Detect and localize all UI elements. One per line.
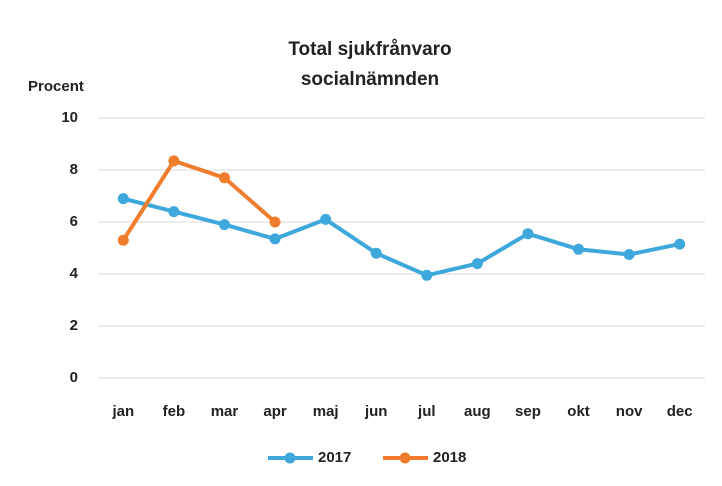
x-tick-label: aug: [464, 403, 491, 420]
x-tick-label: jul: [417, 403, 436, 420]
y-tick-label: 10: [61, 109, 78, 126]
series-line: [121, 158, 277, 242]
x-tick-label: jun: [364, 403, 388, 420]
legend-label: 2018: [433, 449, 466, 466]
legend-label: 2017: [318, 449, 351, 466]
data-point: [320, 213, 332, 225]
data-point: [623, 249, 635, 260]
data-point: [168, 155, 180, 167]
data-point: [218, 172, 230, 184]
data-point: [522, 228, 534, 240]
y-tick-label: 2: [70, 317, 78, 334]
y-axis-label: Procent: [28, 78, 84, 95]
data-point: [421, 269, 433, 281]
chart-title: Total sjukfrånvaro: [288, 39, 451, 60]
data-point: [117, 193, 129, 205]
data-point: [117, 234, 129, 246]
x-tick-label: maj: [313, 403, 339, 420]
data-point: [573, 243, 585, 255]
y-tick-label: 6: [70, 213, 78, 230]
series-line: [122, 196, 681, 278]
y-tick-label: 4: [70, 265, 79, 282]
legend-marker: [284, 452, 296, 464]
x-tick-label: sep: [515, 403, 541, 420]
legend-marker: [399, 452, 411, 464]
data-point: [471, 258, 483, 270]
y-tick-label: 0: [70, 369, 78, 386]
x-tick-label: apr: [263, 403, 287, 420]
data-point: [218, 219, 230, 231]
x-tick-label: okt: [567, 403, 590, 420]
data-point: [269, 233, 281, 245]
data-point: [168, 206, 180, 218]
x-tick-label: dec: [667, 403, 693, 420]
data-point: [269, 216, 281, 228]
x-tick-label: feb: [163, 403, 186, 420]
x-tick-label: jan: [111, 403, 134, 420]
data-point: [674, 238, 686, 250]
chart-title: socialnämnden: [301, 69, 439, 90]
data-point: [370, 247, 382, 259]
y-tick-label: 8: [70, 161, 78, 178]
x-tick-label: nov: [616, 403, 643, 420]
x-tick-label: mar: [211, 403, 239, 420]
